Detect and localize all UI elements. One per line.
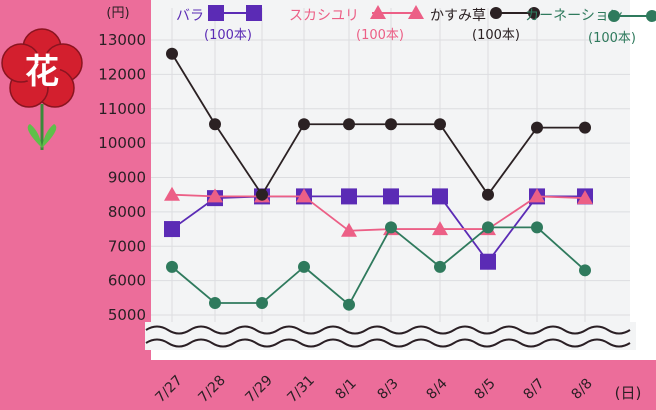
legend-unit-1: (100本) — [356, 28, 404, 43]
data-point-1-9 — [577, 190, 593, 205]
data-point-2-8 — [531, 121, 543, 134]
y-tick-label: 8000 — [108, 203, 146, 221]
data-point-legend1-0 — [370, 5, 386, 19]
legend-entry-2: かすみ草 (100本) — [430, 7, 540, 43]
data-point-1-8 — [529, 188, 545, 203]
data-point-3-0 — [166, 260, 178, 273]
data-point-3-8 — [531, 221, 543, 234]
legend-label-3: カーネーション — [525, 8, 623, 24]
y-tick-label: 12000 — [98, 65, 146, 83]
data-point-3-3 — [298, 260, 310, 273]
y-tick-label: 5000 — [108, 306, 146, 324]
y-tick-label: 6000 — [108, 272, 146, 290]
data-point-legend1-1 — [408, 5, 424, 19]
legend-label-1: スカシユリ — [289, 8, 359, 24]
data-point-1-4 — [341, 222, 357, 237]
legend-entry-0: バラ(100本) — [176, 5, 262, 43]
data-point-2-4 — [343, 118, 355, 131]
axis-break-wave-lower — [145, 338, 631, 348]
y-tick-label: 7000 — [108, 237, 146, 255]
series-2 — [166, 47, 591, 201]
pink-bottom-panel — [151, 360, 656, 410]
data-point-3-4 — [343, 298, 355, 311]
data-point-0-0 — [164, 221, 180, 238]
legend-unit-0: (100本) — [204, 28, 252, 43]
y-tick-label: 9000 — [108, 169, 146, 187]
data-point-2-7 — [482, 188, 494, 201]
flower-badge-label: 花 — [25, 52, 59, 92]
data-point-legend0-0 — [208, 5, 224, 21]
data-point-3-5 — [385, 221, 397, 234]
data-point-2-2 — [256, 188, 268, 201]
data-point-2-6 — [434, 118, 446, 131]
legend-unit-3: (100本) — [588, 31, 636, 46]
legend-label-0: バラ — [176, 8, 204, 24]
data-point-1-0 — [164, 186, 180, 201]
legend-label-2: かすみ草 — [430, 8, 486, 24]
series-line-1 — [171, 193, 586, 232]
data-point-0-7 — [480, 253, 496, 270]
data-point-1-3 — [296, 188, 312, 203]
y-tick-label: 13000 — [98, 31, 146, 49]
data-point-2-1 — [209, 118, 221, 131]
flower-icon: 花 — [1, 28, 83, 150]
data-point-3-7 — [482, 221, 494, 234]
data-point-3-9 — [579, 264, 591, 277]
y-unit-label: (円) — [106, 6, 129, 21]
data-point-legend0-1 — [246, 5, 262, 21]
legend-entry-3: カーネーション (100本) — [525, 8, 656, 46]
data-point-2-9 — [579, 121, 591, 134]
data-point-legend3-0 — [608, 10, 620, 22]
legend-entry-1: スカシユリ (100本) — [289, 5, 424, 43]
series-3 — [166, 221, 591, 311]
data-point-2-5 — [385, 118, 397, 131]
data-point-0-5 — [383, 188, 399, 205]
series-line-3 — [171, 226, 586, 306]
y-tick-label: 11000 — [98, 100, 146, 118]
series-line-2 — [171, 53, 585, 196]
data-point-1-6 — [432, 221, 448, 236]
data-point-legend2-0 — [490, 7, 502, 19]
gridlines — [151, 8, 630, 326]
data-point-legend2-1 — [528, 7, 540, 19]
data-point-0-4 — [341, 188, 357, 205]
data-point-2-0 — [166, 47, 178, 60]
data-point-3-6 — [434, 260, 446, 273]
legend-unit-2: (100本) — [472, 28, 520, 43]
data-point-2-3 — [298, 118, 310, 131]
y-tick-label: 10000 — [98, 134, 146, 152]
data-point-1-1 — [207, 188, 223, 203]
flower-leaf-left — [27, 124, 42, 148]
legend: バラ(100本)スカシユリ(100本)かすみ草(100本)カーネーション(100… — [176, 5, 656, 46]
x-unit-label: (日) — [615, 384, 642, 402]
data-point-3-1 — [209, 296, 221, 309]
flower-leaf-right — [42, 124, 57, 148]
axis-break-wave-upper — [145, 325, 631, 335]
data-point-legend3-1 — [646, 10, 656, 22]
data-point-0-6 — [432, 188, 448, 205]
flower-center — [24, 52, 60, 88]
data-point-3-2 — [256, 296, 268, 309]
